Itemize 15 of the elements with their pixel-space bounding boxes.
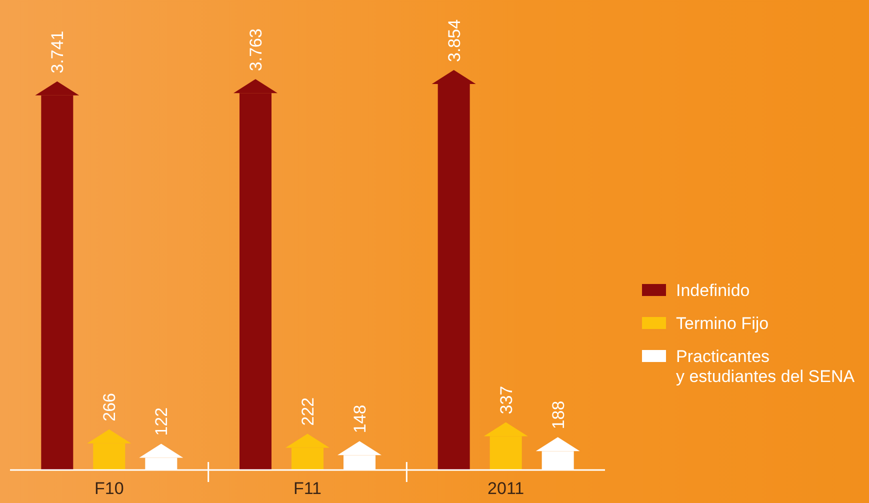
legend-label: Termino Fijo (676, 314, 769, 333)
data-label: 337 (496, 386, 516, 414)
data-label: 222 (298, 397, 318, 426)
x-tick-label: F11 (293, 479, 322, 498)
data-label: 188 (548, 400, 568, 430)
data-label: 148 (350, 404, 370, 434)
data-label: 3.741 (48, 30, 68, 74)
data-label: 3.854 (444, 19, 464, 62)
legend-label: Practicantes y estudiantes del SENA (676, 347, 856, 386)
data-label: 266 (100, 392, 120, 422)
x-tick-label: F10 (94, 479, 124, 498)
legend-label: Indefinido (676, 281, 750, 300)
data-label: 122 (152, 407, 172, 436)
x-tick-label: 2011 (488, 479, 524, 498)
data-label: 3.763 (246, 28, 266, 72)
